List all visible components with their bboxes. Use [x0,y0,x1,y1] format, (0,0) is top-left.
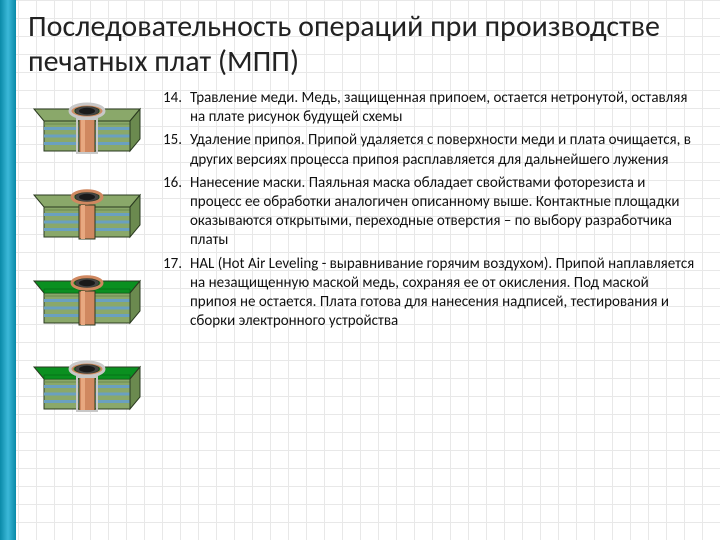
slide-title: Последовательность операций при производ… [28,10,698,79]
pcb-step14-illustration [28,91,146,161]
body-row: 14. Травление меди. Медь, защищенная при… [28,89,698,419]
side-accent-stripe [0,0,16,540]
pcb-step15-illustration [28,177,146,247]
item-number: 14. [160,89,190,127]
item-text: Нанесение маски. Паяльная маска обладает… [190,174,698,251]
pcb-step16-illustration [28,263,146,333]
list-item: 15. Удаление припоя. Припой удаляется с … [160,131,698,169]
item-text: Травление меди. Медь, защищенная припоем… [190,89,698,127]
pcb-step17-illustration [28,349,146,419]
item-number: 15. [160,131,190,169]
item-number: 16. [160,174,190,251]
list-item: 17. HAL (Hot Air Leveling - выравнивание… [160,255,698,332]
item-text: Удаление припоя. Припой удаляется с пове… [190,131,698,169]
slide-content: Последовательность операций при производ… [0,0,720,429]
item-text: HAL (Hot Air Leveling - выравнивание гор… [190,255,698,332]
illustration-column [28,89,146,419]
list-item: 16. Нанесение маски. Паяльная маска обла… [160,174,698,251]
list-item: 14. Травление меди. Медь, защищенная при… [160,89,698,127]
item-number: 17. [160,255,190,332]
steps-list: 14. Травление меди. Медь, защищенная при… [160,89,698,419]
ordered-list: 14. Травление меди. Медь, защищенная при… [160,89,698,331]
